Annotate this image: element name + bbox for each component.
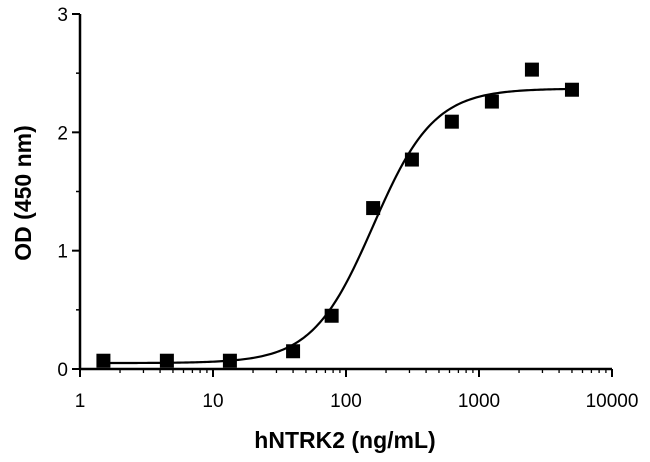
data-point — [484, 94, 499, 109]
data-point — [366, 201, 381, 216]
data-point — [404, 152, 419, 167]
data-point — [524, 62, 539, 77]
x-tick-label: 1 — [75, 391, 86, 412]
data-point — [444, 114, 459, 129]
x-tick-label: 10 — [202, 391, 223, 412]
y-tick-label: 3 — [57, 5, 68, 26]
y-tick-label: 0 — [57, 360, 68, 381]
data-point — [324, 308, 339, 323]
data-point — [564, 82, 579, 97]
data-point — [222, 353, 237, 368]
y-axis-ticks: 0 1 2 3 — [57, 5, 80, 381]
y-tick-label: 1 — [57, 242, 68, 263]
fit-curve — [103, 87, 572, 365]
x-tick-label: 1000 — [458, 391, 500, 412]
data-point — [96, 353, 111, 368]
data-point — [159, 353, 174, 368]
x-tick-label: 10000 — [586, 391, 639, 412]
x-axis-title: hNTRK2 (ng/mL) — [254, 427, 435, 453]
data-point — [286, 344, 301, 359]
y-axis-title: OD (450 nm) — [10, 125, 36, 260]
x-tick-label: 100 — [330, 391, 362, 412]
data-points — [96, 62, 579, 368]
x-axis-ticks: 1 10 100 1000 10000 — [75, 369, 639, 412]
y-tick-label: 2 — [57, 123, 68, 144]
